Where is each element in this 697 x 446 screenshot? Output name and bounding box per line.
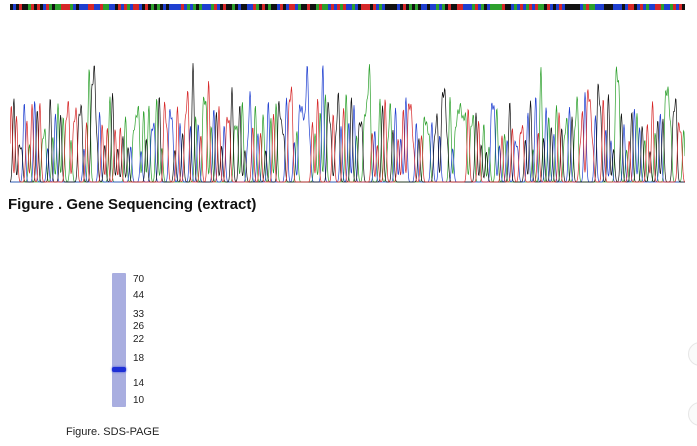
trace-t	[10, 81, 685, 183]
marker-label: 14	[133, 378, 145, 389]
base-call-strip	[10, 4, 685, 10]
protein-band	[112, 367, 126, 372]
marker-label: 44	[133, 290, 145, 301]
marker-label: 10	[133, 395, 145, 406]
marker-label: 22	[133, 334, 145, 345]
trace-a	[10, 64, 685, 183]
sequencing-chromatogram	[10, 63, 685, 183]
marker-label: 33	[133, 309, 145, 320]
scroll-circle-icon	[688, 342, 697, 366]
marker-label: 26	[133, 321, 145, 332]
marker-label: 18	[133, 353, 145, 364]
sds-page-gel-lane	[112, 273, 126, 407]
scroll-circle-icon	[688, 402, 697, 426]
marker-label: 70	[133, 274, 145, 285]
trace-c	[10, 65, 685, 183]
figure-caption-gene-sequencing: Figure . Gene Sequencing (extract)	[8, 196, 257, 213]
figure-caption-sds-page: Figure. SDS-PAGE	[66, 426, 160, 438]
